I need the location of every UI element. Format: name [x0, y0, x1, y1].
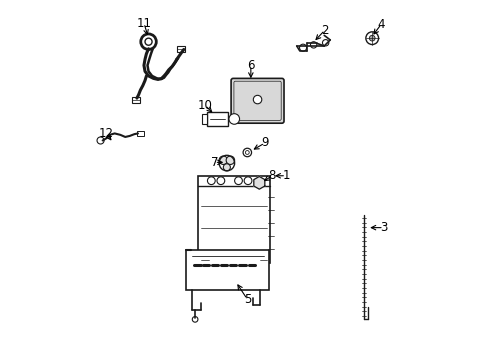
Bar	[132, 97, 140, 103]
Circle shape	[228, 114, 239, 124]
Text: 10: 10	[197, 99, 212, 112]
Text: 9: 9	[261, 136, 268, 149]
Polygon shape	[253, 176, 264, 189]
Text: 2: 2	[321, 23, 328, 37]
Circle shape	[244, 177, 251, 185]
Circle shape	[145, 38, 152, 45]
Text: 8: 8	[268, 169, 275, 182]
Bar	[207, 112, 227, 126]
Circle shape	[310, 42, 316, 48]
Text: 3: 3	[379, 221, 387, 234]
Text: 4: 4	[377, 18, 385, 31]
Circle shape	[192, 316, 198, 322]
Bar	[177, 46, 185, 52]
Circle shape	[223, 164, 230, 171]
Circle shape	[245, 150, 249, 154]
Circle shape	[365, 32, 378, 45]
Bar	[202, 114, 207, 124]
Text: 11: 11	[136, 17, 151, 30]
Bar	[137, 131, 143, 136]
Text: 12: 12	[99, 127, 114, 140]
FancyBboxPatch shape	[231, 78, 284, 123]
Circle shape	[256, 180, 262, 186]
Bar	[198, 176, 270, 263]
Text: 1: 1	[282, 169, 289, 182]
Circle shape	[207, 177, 215, 185]
Circle shape	[299, 44, 306, 51]
Circle shape	[243, 148, 251, 157]
Circle shape	[217, 177, 224, 185]
Circle shape	[253, 95, 261, 104]
Text: 7: 7	[210, 156, 218, 169]
Circle shape	[234, 177, 242, 185]
Bar	[186, 250, 269, 291]
Circle shape	[225, 156, 234, 165]
Text: 5: 5	[243, 293, 250, 306]
Circle shape	[322, 40, 328, 46]
Circle shape	[368, 35, 374, 41]
Circle shape	[219, 156, 227, 165]
Circle shape	[97, 137, 104, 144]
Text: 6: 6	[246, 59, 254, 72]
